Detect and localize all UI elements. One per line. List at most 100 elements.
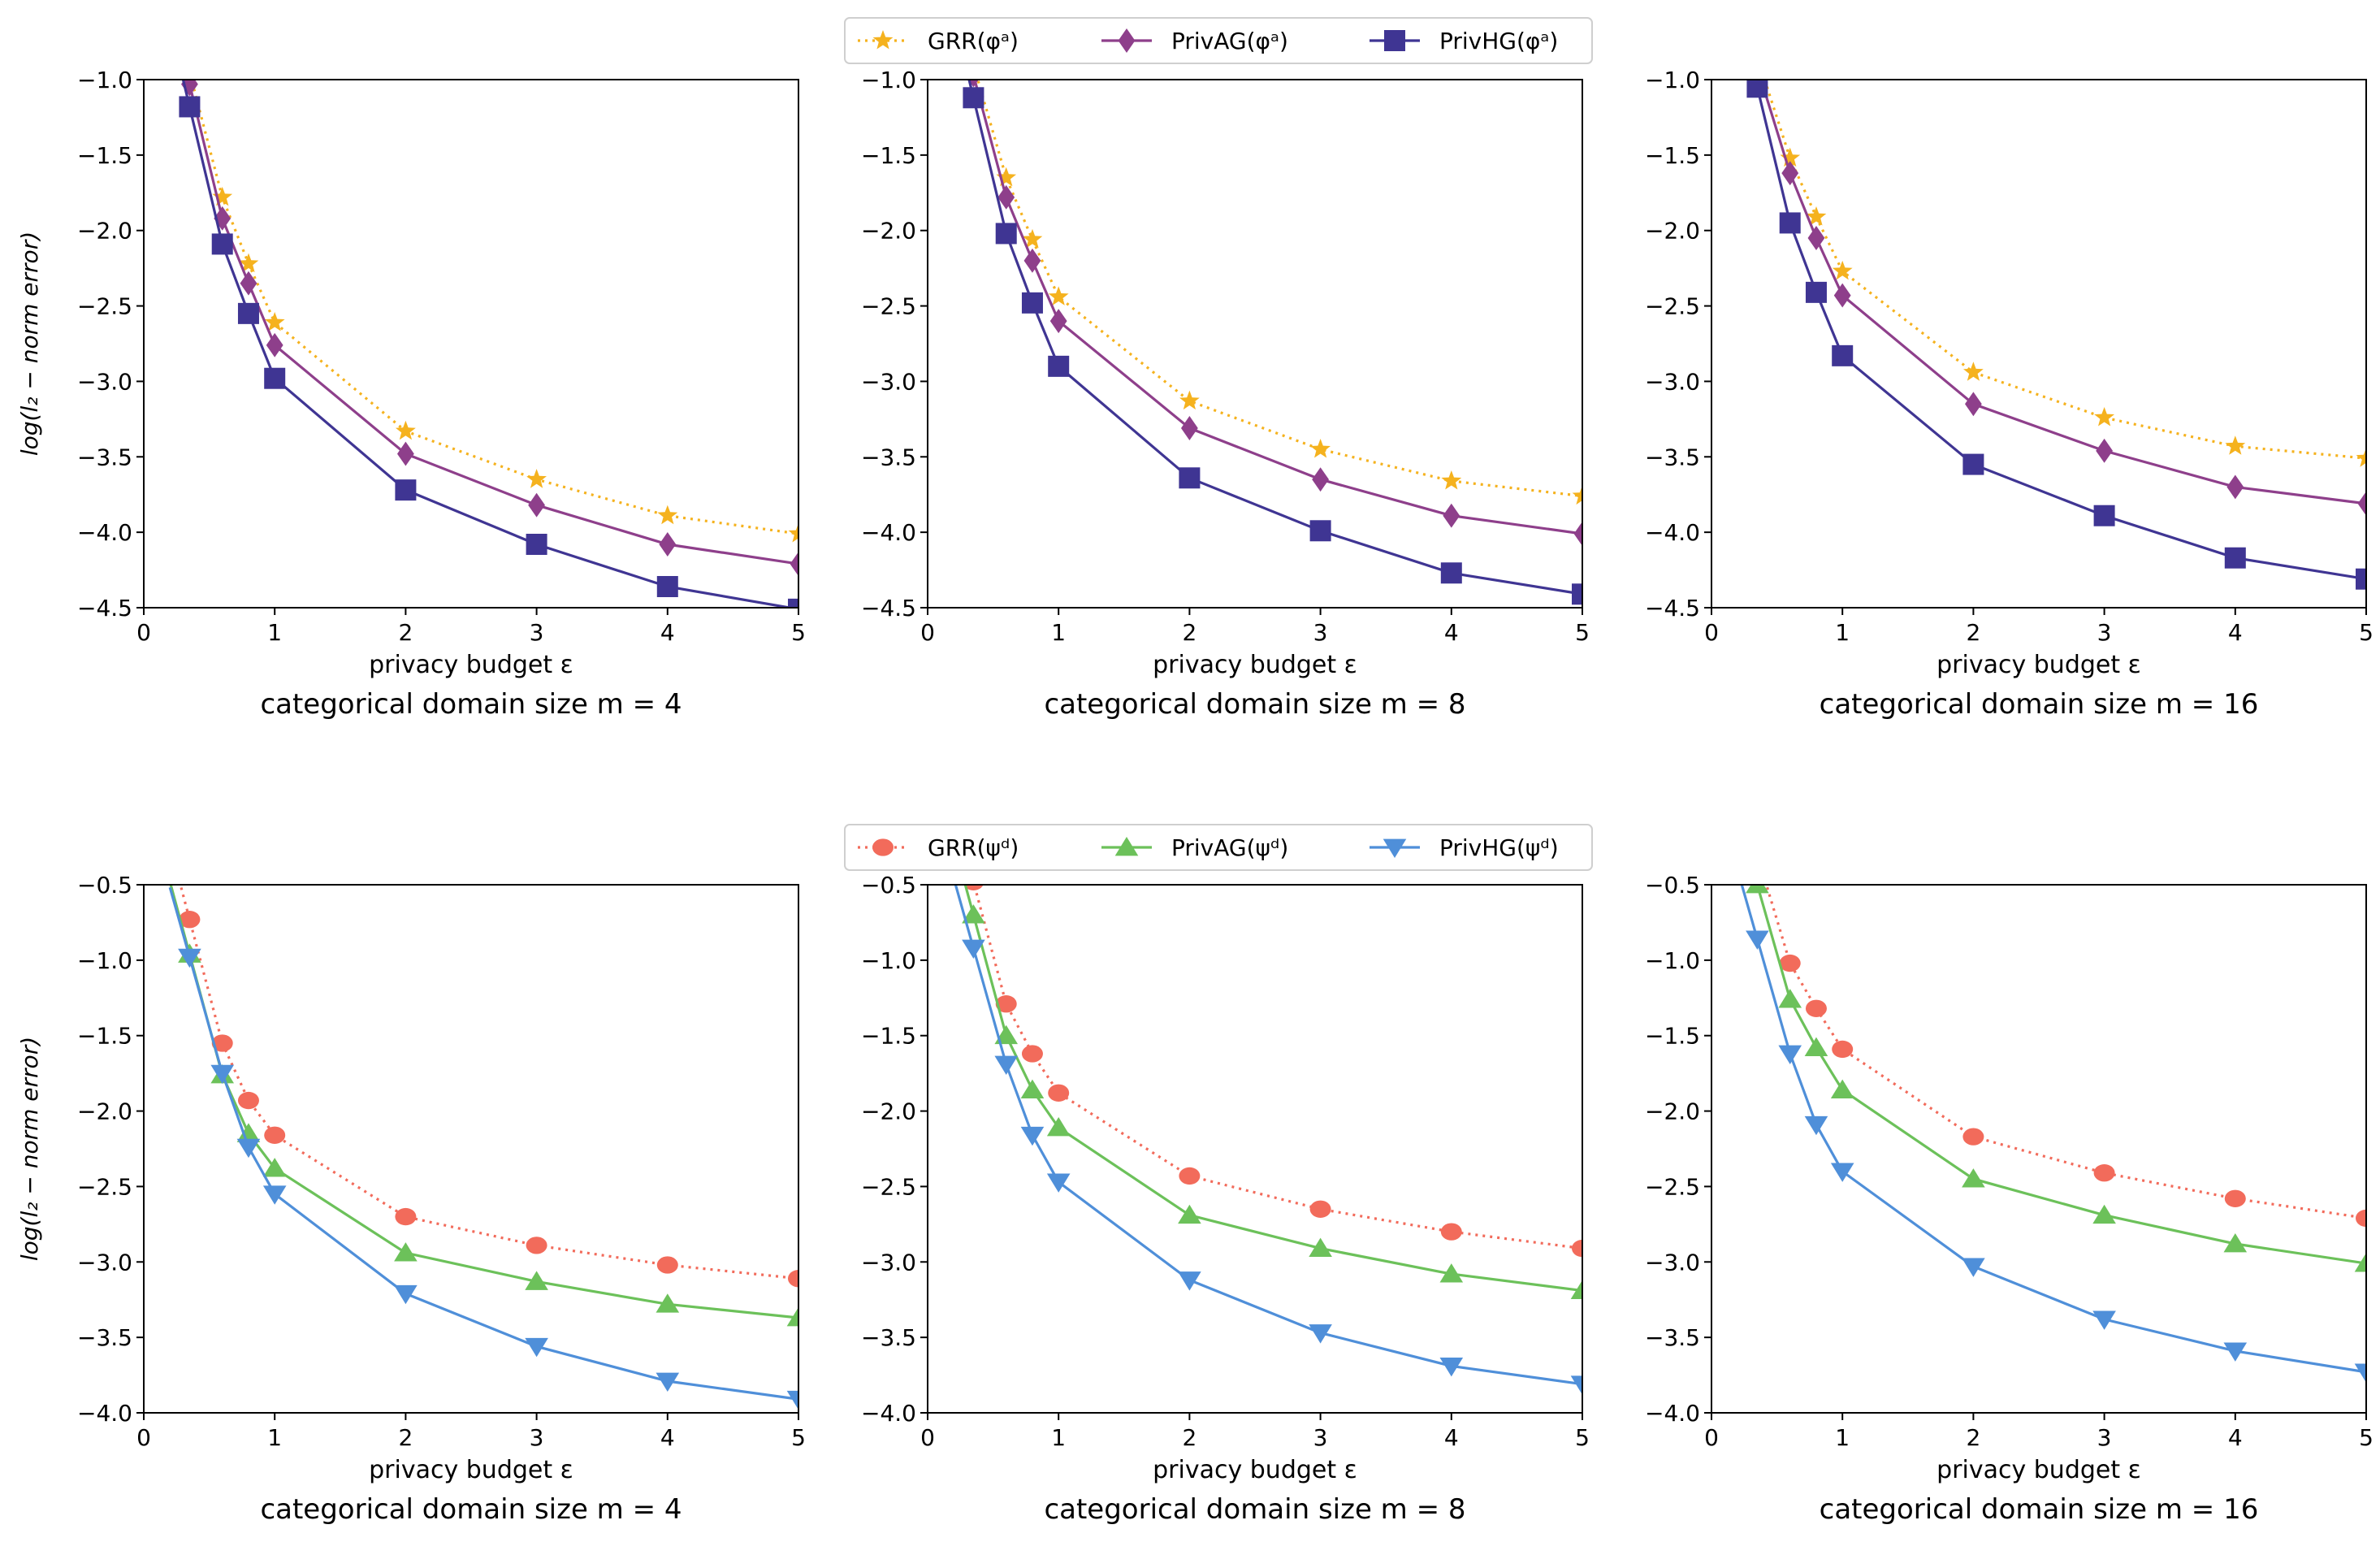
data-point-square [264,367,286,389]
data-point-triangle-up [2092,1204,2116,1224]
x-axis-label: privacy budget ε [1936,1456,2141,1484]
y-tick-label: −1.0 [1645,67,1700,93]
y-tick-label: −4.5 [77,595,132,622]
data-point-star [2225,435,2246,455]
y-tick-label: −3.0 [1645,368,1700,395]
y-tick-label: −1.5 [77,1023,132,1050]
series-line-diamond [973,80,1582,535]
data-point-star [526,469,547,488]
data-point-triangle-up [962,904,985,924]
series-1-group [1746,885,2366,1272]
series-0-group [963,885,1582,1258]
series-1-group [1757,80,2366,516]
data-point-diamond [997,184,1015,210]
data-point-star [183,80,197,81]
data-point-star [996,167,1017,187]
series-2-group [1740,885,2366,1383]
data-point-triangle-down [994,1055,1019,1075]
data-point-star [2094,407,2114,427]
data-point-triangle-up [1178,1204,1201,1224]
y-tick-label: −2.5 [77,1173,132,1200]
data-point-triangle-down [2354,1363,2366,1383]
x-tick-label: 3 [530,619,544,646]
y-tick-label: −3.0 [861,1249,916,1276]
data-point-triangle-down [1178,1271,1201,1291]
data-point-square [395,479,417,501]
data-point-square [963,87,984,109]
series-line-square [181,80,798,608]
data-point-circle [2356,1209,2366,1228]
series-line-square [1754,80,2366,581]
series-1-group [962,885,1582,1299]
x-tick-label: 0 [920,619,935,646]
y-tick-label: −0.5 [861,872,916,899]
data-point-square [1746,80,1768,98]
data-point-triangle-down [262,1185,287,1205]
data-point-triangle-down [1804,1115,1828,1136]
data-point-square [1572,583,1582,605]
data-point-triangle-down [962,939,985,959]
y-tick-label: −2.0 [861,1098,916,1125]
data-point-diamond [528,492,545,518]
y-tick-label: −2.0 [1645,218,1700,245]
data-point-triangle-down [2092,1310,2116,1330]
panel-r0-c0: 0 1 2 3 4 5 −1.0 −1.5 −2.0 −2.5 −3.0 −3.5 −4.0 −4.5 pr… [16,67,806,721]
data-point-diamond [967,80,979,88]
data-point-star [212,186,233,206]
data-point-square [1309,520,1331,542]
data-point-triangle-down [178,948,201,968]
data-point-diamond [1049,309,1067,334]
x-tick-label: 4 [660,1424,675,1451]
x-tick-label: 2 [1182,619,1196,646]
data-point-triangle-up [786,1307,798,1327]
x-tick-label: 0 [136,1424,151,1451]
series-0-group [179,885,798,1288]
x-tick-label: 2 [1182,1424,1196,1451]
data-point-diamond [1181,416,1198,440]
series-2-group [1746,80,2366,590]
data-point-square [2356,568,2366,590]
data-point-triangle-up [1804,1037,1828,1056]
data-point-triangle-down [1570,1375,1582,1395]
y-tick-label: −3.5 [861,1324,916,1351]
y-tick-label: −1.0 [77,67,132,93]
x-tick-label: 3 [1313,1424,1328,1451]
y-tick-label: −4.5 [1645,595,1700,622]
data-point-star [1441,470,1462,490]
data-point-star [396,420,416,440]
y-tick-label: −2.0 [1645,1098,1700,1125]
data-point-circle [656,1256,678,1274]
x-tick-label: 3 [2097,1424,2112,1451]
data-point-square [995,223,1017,245]
y-tick-label: −4.5 [861,595,916,622]
y-tick-label: −1.5 [1645,1023,1700,1050]
y-tick-label: −4.0 [77,1400,132,1427]
data-point-triangle-down [1046,1173,1071,1193]
x-tick-label: 0 [920,1424,935,1451]
y-tick-label: −1.0 [77,947,132,974]
x-tick-label: 2 [1966,1424,1980,1451]
series-0-group [183,80,798,543]
data-point-square [1021,292,1043,314]
data-point-star [788,523,798,543]
series-line-triangle-down [954,885,1582,1386]
series-line-diamond [187,80,798,565]
data-point-triangle-up [1962,1168,1985,1188]
data-point-diamond [1807,226,1825,250]
series-1-group [169,885,798,1327]
data-point-diamond [2357,491,2366,516]
data-point-diamond [2226,474,2244,500]
x-tick-label: 1 [1051,619,1066,646]
legend-marker-star [872,30,894,50]
panel-title: categorical domain size m = 16 [1820,1493,2259,1526]
series-2-group [963,80,1582,605]
data-point-star [2356,448,2366,467]
data-point-triangle-down [525,1337,548,1358]
panel-r1-c1: 0 1 2 3 4 5 −0.5 −1.0 −1.5 −2.0 −2.5 −3.0 −3.5 −4.0 pr… [861,872,1590,1526]
legend-label: PrivAG(ψᵈ) [1171,834,1288,861]
series-2-group [179,80,798,608]
series-2-group [954,885,1582,1395]
y-tick-label: −3.0 [77,368,132,395]
data-point-circle [1048,1084,1070,1102]
series-line-square [967,80,1582,596]
